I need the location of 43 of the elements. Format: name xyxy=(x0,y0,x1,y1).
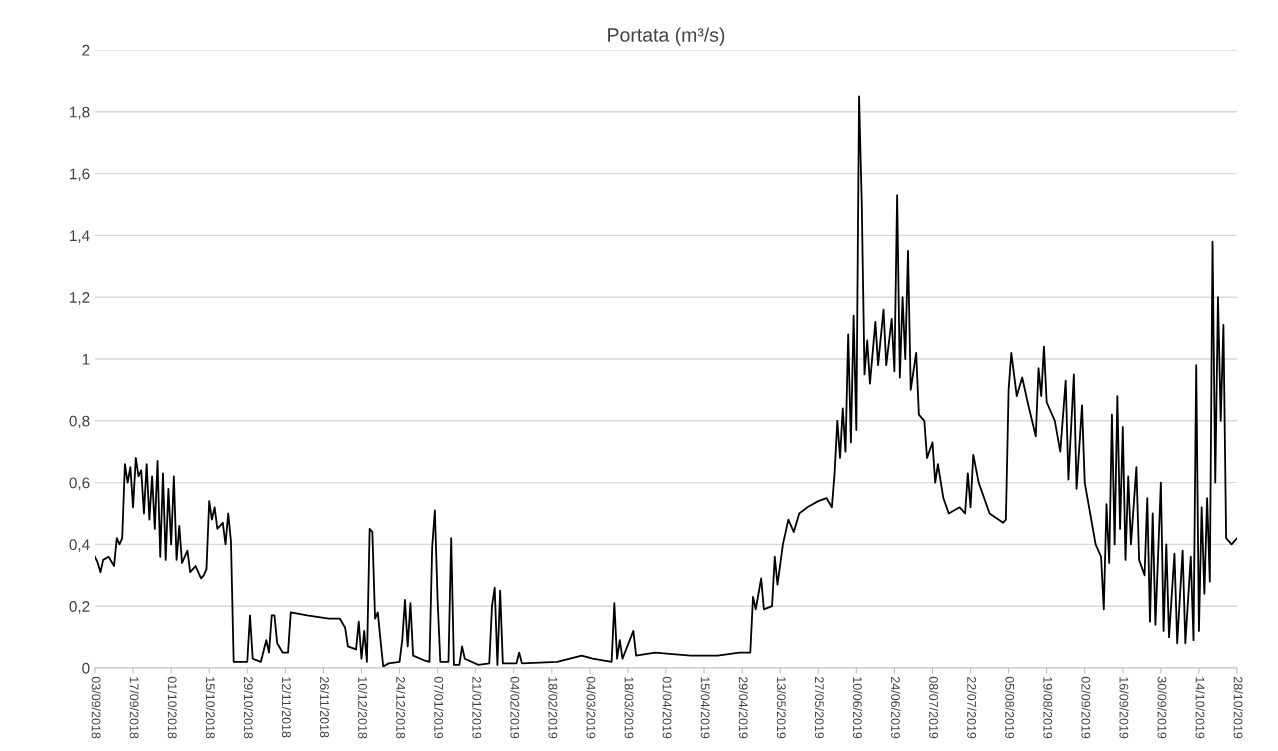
x-tick-label: 14/10/2019 xyxy=(1195,677,1205,739)
y-tick-label: 1,4 xyxy=(70,230,90,243)
y-tick-label: 1,6 xyxy=(70,168,90,182)
x-tick-label: 19/08/2019 xyxy=(1043,677,1053,739)
y-tick-label: 1 xyxy=(82,354,90,365)
x-tick-label: 13/05/2019 xyxy=(776,677,787,739)
x-tick-label: 29/04/2019 xyxy=(738,676,748,739)
chart-title: Portata (m³/s) xyxy=(608,27,725,46)
x-tick-label: 08/07/2019 xyxy=(929,676,939,739)
x-tick-label: 10/06/2019 xyxy=(852,677,863,739)
x-tick-label: 28/10/2019 xyxy=(1233,676,1243,739)
x-tick-label: 07/01/2019 xyxy=(434,676,444,739)
x-tick-label: 18/03/2019 xyxy=(624,677,634,739)
x-tick-label: 15/10/2018 xyxy=(205,677,216,739)
y-tick-label: 1,2 xyxy=(70,292,90,305)
x-tick-label: 26/11/2018 xyxy=(320,676,330,738)
x-tick-label: 29/10/2018 xyxy=(243,676,254,739)
x-tick-label: 10/12/2018 xyxy=(358,677,368,739)
y-tick-label: 0,8 xyxy=(69,415,90,429)
y-tick-label: 1,8 xyxy=(70,106,90,120)
x-tick-label: 02/09/2019 xyxy=(1081,676,1091,739)
x-tick-label: 15/04/2019 xyxy=(700,677,710,739)
y-tick-label: 0,6 xyxy=(69,477,90,491)
y-tick-label: 0,2 xyxy=(69,601,90,614)
x-tick-label: 21/01/2019 xyxy=(472,676,482,739)
x-tick-label: 17/09/2018 xyxy=(129,677,139,739)
x-tick-label: 16/09/2019 xyxy=(1119,677,1129,739)
x-tick-label: 27/05/2019 xyxy=(814,676,825,739)
x-tick-label: 05/08/2019 xyxy=(1005,676,1015,739)
x-tick-label: 12/11/2018 xyxy=(281,677,292,738)
x-tick-label: 01/10/2018 xyxy=(167,676,177,739)
y-tick-label: 0 xyxy=(82,662,90,674)
x-tick-label: 01/04/2019 xyxy=(662,676,672,739)
x-tick-label: 18/02/2019 xyxy=(548,677,558,739)
x-tick-label: 03/09/2018 xyxy=(91,676,101,739)
x-tick-label: 04/02/2019 xyxy=(510,676,520,739)
x-tick-label: 22/07/2019 xyxy=(967,676,977,739)
x-tick-label: 24/06/2019 xyxy=(891,676,901,739)
x-tick-label: 24/12/2018 xyxy=(396,676,406,739)
y-tick-label: 0,4 xyxy=(69,539,90,552)
x-tick-label: 04/03/2019 xyxy=(586,676,596,739)
x-tick-label: 30/09/2019 xyxy=(1157,676,1167,739)
y-tick-label: 2 xyxy=(82,44,90,56)
